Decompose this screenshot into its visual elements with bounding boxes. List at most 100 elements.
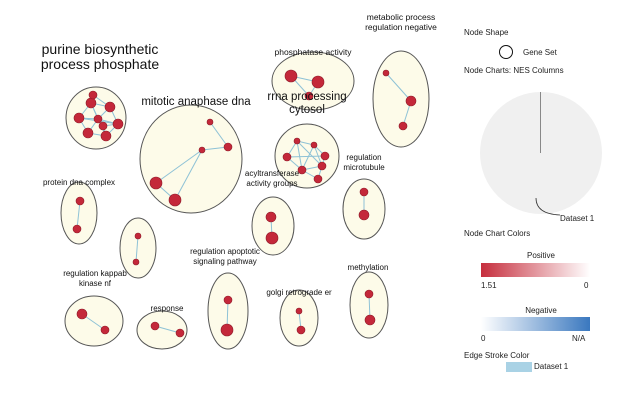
gene-set-label: Gene Set <box>523 48 557 57</box>
gene-set-node[interactable] <box>220 323 234 337</box>
node-chart-colors-title: Node Chart Colors <box>464 229 531 238</box>
pie-dataset-label: Dataset 1 <box>560 214 595 223</box>
gene-set-circle-icon <box>499 45 513 59</box>
cluster-label: rrna processing <box>267 91 346 103</box>
edge-color-swatch <box>506 362 532 372</box>
cluster-golgi-retrograde-er[interactable]: golgi retrograde er <box>266 288 332 347</box>
gene-set-node[interactable] <box>104 101 116 113</box>
gene-set-node[interactable] <box>382 69 390 77</box>
cluster-boundary[interactable] <box>372 50 430 148</box>
cluster-label: protein dna complex <box>43 178 115 187</box>
node-charts-title: Node Charts: NES Columns <box>464 66 564 75</box>
cluster-boundary[interactable] <box>64 295 124 347</box>
gene-set-node[interactable] <box>265 211 277 223</box>
cluster-response[interactable]: response <box>136 304 188 350</box>
cluster-boundary[interactable] <box>136 310 188 350</box>
gene-set-node[interactable] <box>358 209 370 221</box>
gene-set-node[interactable] <box>282 152 292 162</box>
gene-set-node[interactable] <box>75 196 85 206</box>
network-edge <box>201 146 229 151</box>
cluster-mitotic-anaphase-dna[interactable]: mitotic anaphase dna <box>139 96 251 214</box>
gene-set-node[interactable] <box>311 75 325 89</box>
negative-gradient <box>481 317 590 331</box>
gene-set-node[interactable] <box>100 325 110 335</box>
gene-set-node[interactable] <box>76 308 88 320</box>
cluster-label: microtubule <box>343 163 385 172</box>
gene-set-node[interactable] <box>310 141 318 149</box>
cluster-label: signaling pathway <box>193 257 257 266</box>
edge-stroke-title: Edge Stroke Color <box>464 351 530 360</box>
network-edge <box>286 155 326 158</box>
gene-set-node[interactable] <box>317 161 327 171</box>
legend-panel: Node Shape Gene Set Node Charts: NES Col… <box>455 0 637 407</box>
cluster-label: phosphatase activity <box>274 47 352 57</box>
positive-gradient <box>481 263 590 277</box>
positive-label: Positive <box>526 251 555 260</box>
gene-set-node[interactable] <box>296 325 306 335</box>
node-shape-title: Node Shape <box>464 28 509 37</box>
gene-set-node[interactable] <box>175 328 185 338</box>
gene-set-node[interactable] <box>134 232 142 240</box>
network-edge <box>135 235 139 263</box>
cluster-phosphatase-activity[interactable]: phosphatase activity <box>271 47 355 111</box>
cluster-boundary[interactable] <box>119 217 157 279</box>
cluster-label: kinase nf <box>79 279 112 288</box>
gene-set-node[interactable] <box>284 69 298 83</box>
gene-set-node[interactable] <box>295 307 303 315</box>
gene-set-node[interactable] <box>132 258 140 266</box>
cluster-label: mitotic anaphase dna <box>141 96 251 108</box>
gene-set-node[interactable] <box>293 137 301 145</box>
gene-set-node[interactable] <box>398 121 408 131</box>
cluster-label: regulation negative <box>365 22 437 32</box>
gene-set-node[interactable] <box>320 151 330 161</box>
gene-set-node[interactable] <box>223 142 233 152</box>
cluster-boundary[interactable] <box>251 196 295 256</box>
nes-pie-chart <box>480 92 602 214</box>
gene-set-node[interactable] <box>265 231 279 245</box>
gene-set-node[interactable] <box>168 193 182 207</box>
gene-set-node[interactable] <box>198 146 206 154</box>
cluster-label: cytosol <box>289 104 325 116</box>
cluster-boundary[interactable] <box>139 104 243 214</box>
gene-set-node[interactable] <box>304 91 314 101</box>
cluster-boundary[interactable] <box>279 289 319 347</box>
cluster-label: methylation <box>348 263 389 272</box>
cluster-label: activity groups <box>246 179 297 188</box>
gene-set-node[interactable] <box>405 95 417 107</box>
gene-set-node[interactable] <box>82 127 94 139</box>
gene-set-node[interactable] <box>206 118 214 126</box>
gene-set-node[interactable] <box>85 97 97 109</box>
gene-set-node[interactable] <box>150 321 160 331</box>
pie-leader-line <box>535 197 561 216</box>
gene-set-node[interactable] <box>98 121 108 131</box>
gene-set-node[interactable] <box>364 314 376 326</box>
network-edge <box>301 144 315 171</box>
gene-set-node[interactable] <box>223 295 233 305</box>
gene-set-node[interactable] <box>72 224 82 234</box>
gene-set-node[interactable] <box>93 114 103 124</box>
gene-set-node[interactable] <box>297 165 307 175</box>
network-edge <box>155 149 203 184</box>
cluster-label: regulation apoptotic <box>190 247 260 256</box>
cluster-methylation[interactable]: methylation <box>348 263 389 339</box>
gene-set-node[interactable] <box>149 176 163 190</box>
gene-set-node[interactable] <box>88 90 98 100</box>
gene-set-node[interactable] <box>100 130 112 142</box>
network-edge <box>385 72 412 102</box>
gene-set-node[interactable] <box>364 289 374 299</box>
cluster-protein-dna-complex[interactable]: protein dna complex <box>43 178 115 245</box>
positive-min: 1.51 <box>481 281 497 290</box>
gene-set-node[interactable] <box>112 118 124 130</box>
gene-set-node[interactable] <box>73 112 85 124</box>
gene-set-node[interactable] <box>359 187 369 197</box>
cluster-unlabeled[interactable] <box>119 217 157 279</box>
gene-set-node[interactable] <box>313 174 323 184</box>
